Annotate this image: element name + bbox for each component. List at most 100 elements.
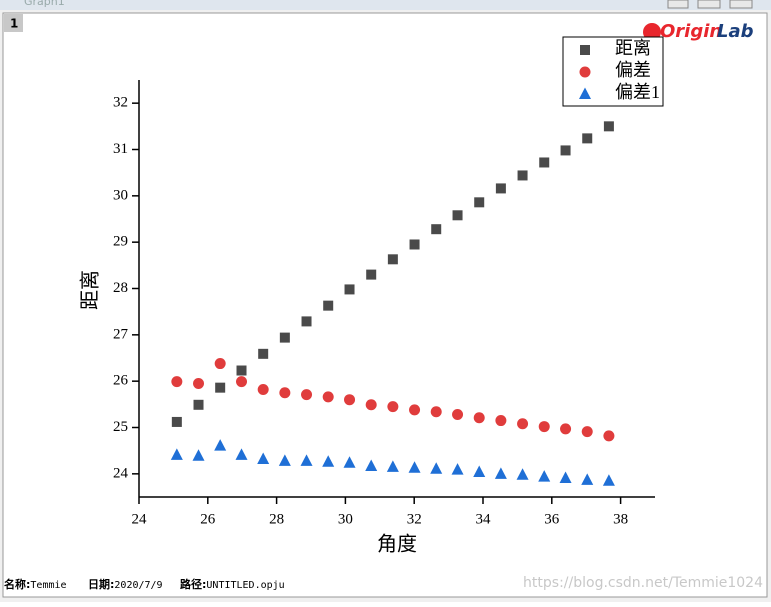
point bbox=[431, 224, 442, 235]
footer-value: 2020/7/9 bbox=[114, 580, 162, 591]
point bbox=[473, 465, 486, 477]
maximize-button[interactable] bbox=[697, 0, 721, 9]
point bbox=[494, 467, 507, 479]
y-tick-label: 31 bbox=[113, 141, 128, 157]
minimize-button[interactable] bbox=[667, 0, 689, 9]
point bbox=[257, 452, 270, 465]
point bbox=[452, 210, 463, 221]
point bbox=[516, 468, 529, 480]
point bbox=[215, 382, 226, 393]
point bbox=[495, 415, 507, 427]
point bbox=[236, 365, 247, 376]
x-axis-title: 角度 bbox=[377, 533, 417, 556]
point bbox=[386, 460, 399, 472]
point bbox=[603, 121, 614, 132]
point bbox=[582, 133, 593, 144]
point bbox=[301, 316, 312, 327]
x-tick-label: 26 bbox=[200, 511, 216, 527]
point bbox=[495, 183, 506, 194]
watermark: https://blog.csdn.net/Temmie1024 bbox=[523, 575, 763, 591]
legend-label: 偏差1 bbox=[615, 82, 660, 102]
point bbox=[409, 404, 421, 416]
point bbox=[581, 473, 594, 485]
point bbox=[193, 377, 205, 389]
footer-value: Temmie bbox=[30, 580, 66, 591]
x-tick-label: 30 bbox=[338, 511, 353, 527]
window-title: Graph1 bbox=[24, 0, 65, 8]
point bbox=[517, 418, 529, 430]
point bbox=[323, 300, 334, 311]
point bbox=[559, 471, 572, 484]
footer-label: 名称: bbox=[4, 577, 30, 591]
point bbox=[258, 348, 269, 359]
footer-label: 路径: bbox=[180, 577, 206, 591]
point bbox=[322, 391, 334, 403]
page-tab[interactable] bbox=[4, 14, 23, 32]
point bbox=[473, 412, 485, 424]
logo-lab: Lab bbox=[717, 21, 754, 42]
point bbox=[474, 197, 485, 208]
point bbox=[279, 332, 290, 343]
point bbox=[344, 394, 356, 406]
point bbox=[279, 387, 291, 399]
point bbox=[322, 455, 335, 467]
footer-label: 日期: bbox=[88, 577, 114, 591]
point bbox=[365, 399, 377, 411]
legend-label: 距离 bbox=[615, 38, 651, 58]
point bbox=[408, 461, 421, 473]
point bbox=[560, 423, 572, 435]
point bbox=[214, 439, 227, 451]
y-tick-label: 27 bbox=[113, 326, 129, 342]
y-tick-label: 30 bbox=[113, 187, 128, 203]
page-tab-label: 1 bbox=[10, 17, 18, 31]
point bbox=[538, 421, 550, 433]
point bbox=[343, 456, 356, 468]
point bbox=[560, 145, 571, 156]
point bbox=[430, 406, 442, 418]
x-tick-label: 28 bbox=[269, 511, 284, 527]
point bbox=[451, 463, 464, 475]
point bbox=[235, 448, 248, 460]
x-tick-label: 32 bbox=[407, 511, 422, 527]
y-tick-label: 25 bbox=[113, 419, 128, 435]
point bbox=[171, 416, 182, 427]
x-tick-label: 38 bbox=[613, 511, 628, 527]
point bbox=[214, 358, 226, 370]
legend-symbol bbox=[579, 87, 591, 99]
y-tick-label: 29 bbox=[113, 234, 128, 250]
point bbox=[365, 459, 378, 471]
point bbox=[517, 170, 528, 181]
legend-label: 偏差 bbox=[615, 60, 651, 80]
x-tick-label: 34 bbox=[476, 511, 492, 527]
point bbox=[366, 269, 377, 280]
y-tick-label: 28 bbox=[113, 280, 128, 296]
point bbox=[387, 401, 399, 413]
point bbox=[278, 454, 291, 466]
point bbox=[171, 376, 183, 388]
point bbox=[301, 389, 313, 401]
point bbox=[387, 254, 398, 265]
y-tick-label: 32 bbox=[113, 95, 128, 111]
logo-origin: Origin bbox=[660, 21, 722, 42]
legend-symbol bbox=[579, 66, 591, 78]
point bbox=[538, 470, 551, 482]
y-axis-title: 距离 bbox=[79, 270, 102, 310]
page bbox=[2, 12, 768, 598]
point bbox=[581, 426, 593, 438]
point bbox=[236, 376, 248, 388]
point bbox=[170, 448, 183, 460]
close-button[interactable] bbox=[729, 0, 753, 9]
title-bar bbox=[0, 0, 771, 10]
point bbox=[344, 284, 355, 295]
point bbox=[300, 454, 313, 466]
point bbox=[192, 449, 205, 461]
footer-value: UNTITLED.opju bbox=[206, 580, 284, 591]
point bbox=[193, 399, 204, 410]
point bbox=[257, 384, 269, 396]
point bbox=[430, 462, 443, 474]
x-tick-label: 24 bbox=[132, 511, 148, 527]
legend-symbol bbox=[580, 45, 590, 55]
point bbox=[539, 157, 550, 168]
y-tick-label: 24 bbox=[113, 465, 129, 481]
